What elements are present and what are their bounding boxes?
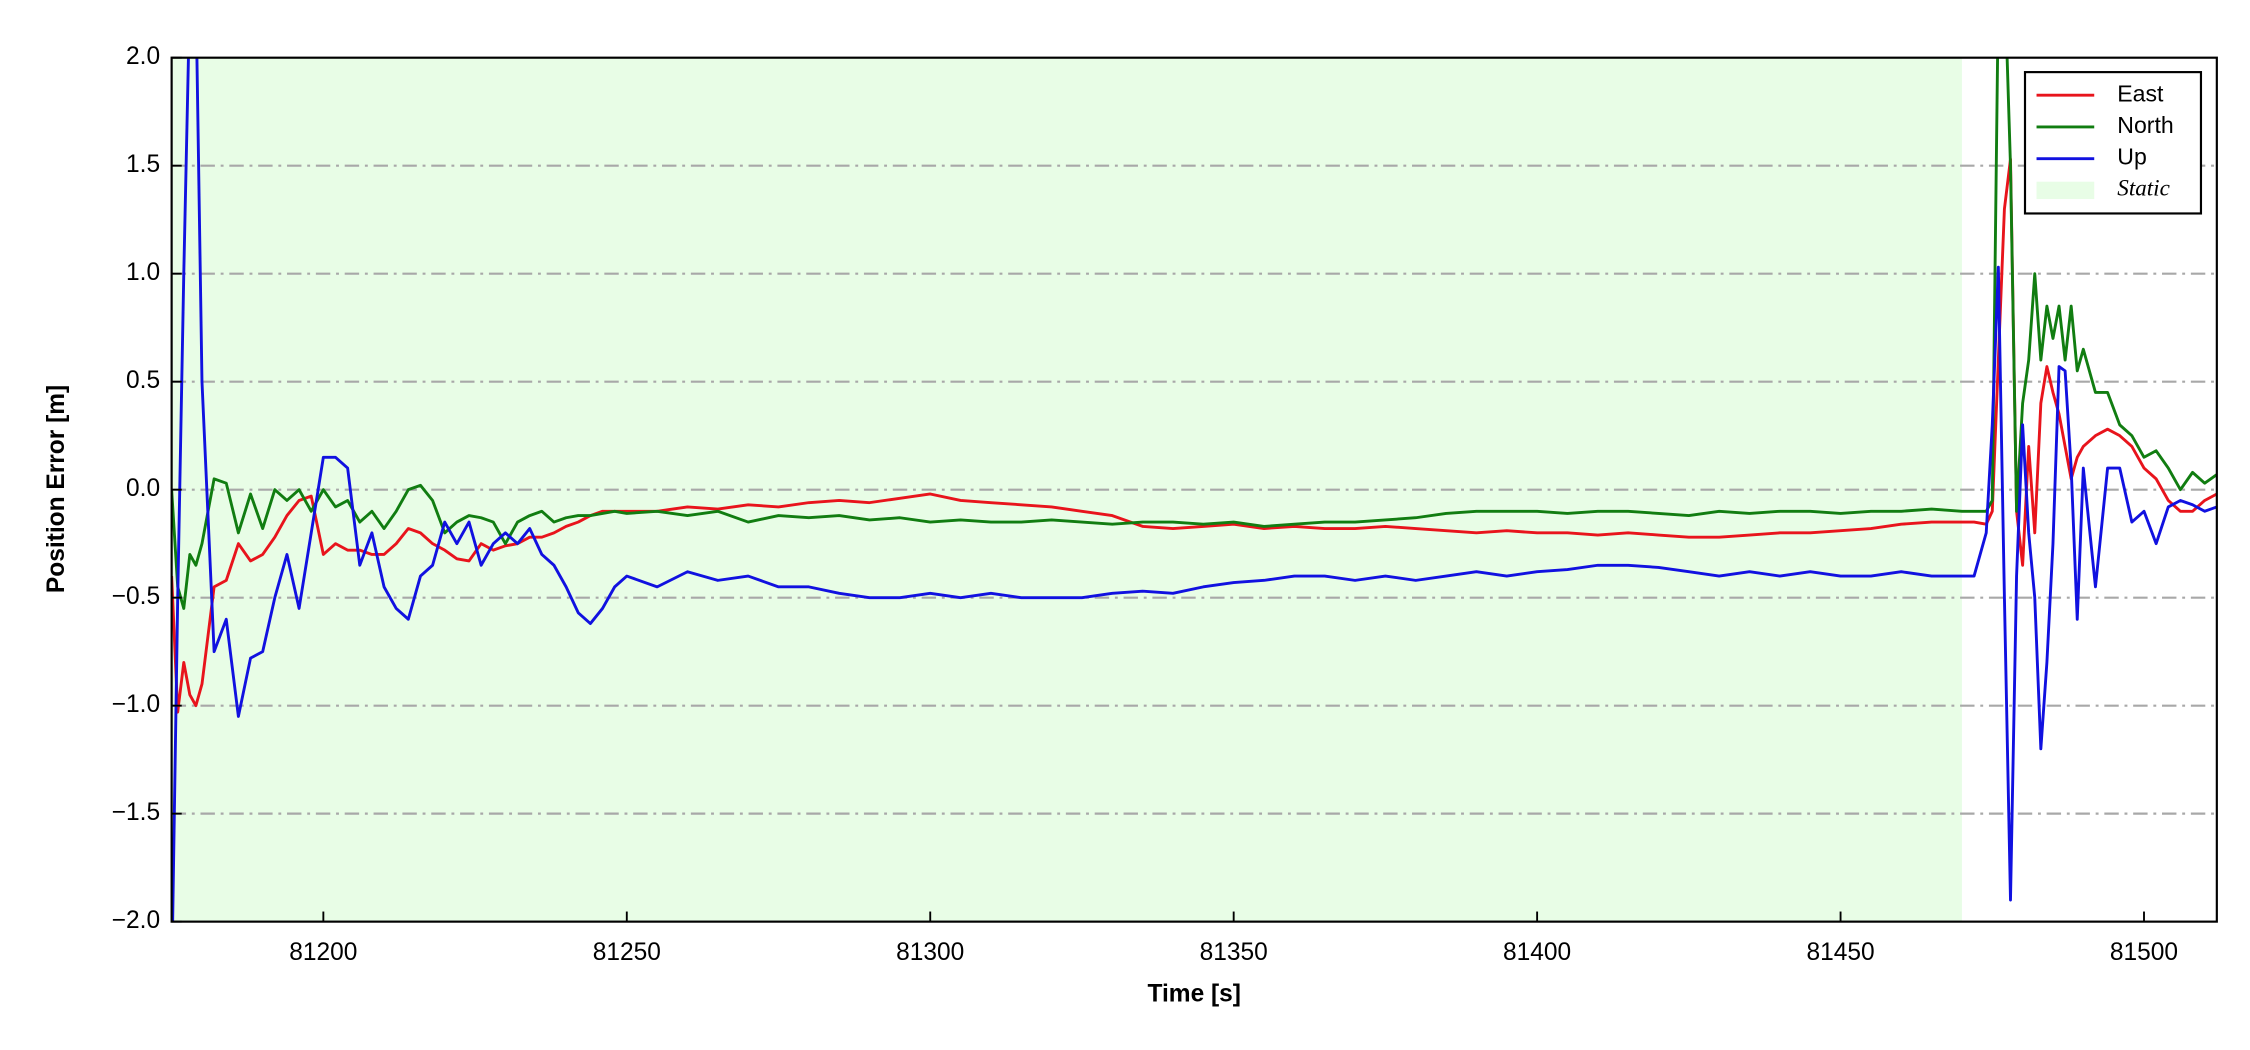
y-tick-label: 0.5	[126, 367, 160, 394]
grid	[171, 164, 2217, 815]
series-line	[171, 157, 2217, 714]
x-tick-label: 81250	[593, 939, 661, 966]
x-tick-label: 81400	[1503, 939, 1571, 966]
y-tick-label: −0.5	[112, 583, 160, 610]
series-line	[171, 57, 2217, 610]
x-tick-label: 81350	[1200, 939, 1268, 966]
y-tick-label: 0.0	[126, 475, 160, 502]
legend: East North Up Static	[2023, 71, 2203, 215]
y-tick-label: 1.5	[126, 151, 160, 178]
y-tick-label: −2.0	[112, 907, 160, 934]
legend-label: Up	[2117, 144, 2146, 170]
y-tick-label: 2.0	[126, 43, 160, 70]
axes: −2.0 −1.5 −1.0 −0.5 0.0 0.5 1.0 1.5 2.0 81200 8125…	[112, 43, 2218, 966]
legend-label: East	[2117, 80, 2164, 106]
x-axis-label: Time [s]	[1147, 981, 1241, 1008]
axes-frame	[170, 56, 2218, 923]
y-tick-label: 1.0	[126, 259, 160, 286]
x-tick-label: 81200	[289, 939, 357, 966]
y-tick-label: −1.5	[112, 799, 160, 826]
series-line	[171, 57, 2217, 922]
legend-swatch	[2036, 181, 2095, 200]
legend-label: Static	[2117, 175, 2170, 201]
y-tick-label: −1.0	[112, 691, 160, 718]
series-lines	[171, 57, 2217, 922]
x-tick-label: 81300	[896, 939, 964, 966]
x-tick-label: 81450	[1806, 939, 1874, 966]
x-tick-label: 81500	[2110, 939, 2178, 966]
legend-label: North	[2117, 112, 2173, 138]
y-axis-label: Position Error [m]	[43, 385, 70, 593]
